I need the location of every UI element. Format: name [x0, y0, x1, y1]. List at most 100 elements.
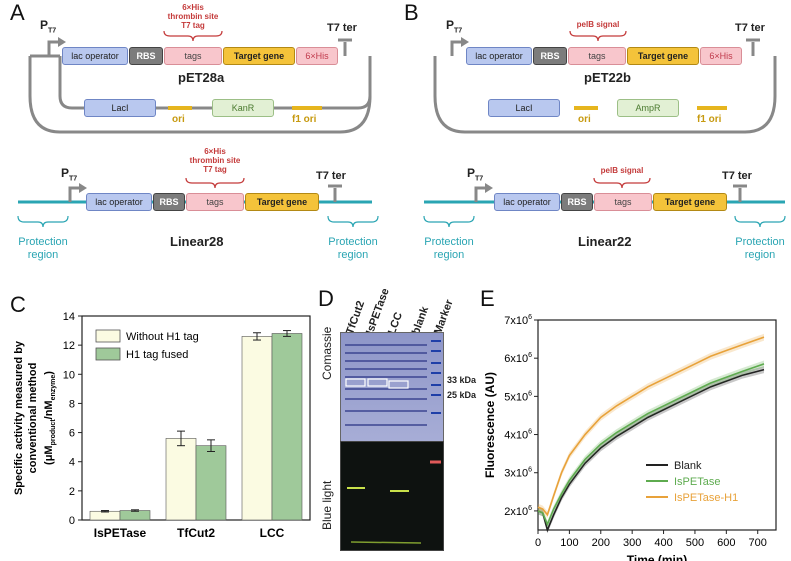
ori-bar-b [574, 106, 598, 110]
bar-chart-specific-activity: 0 2 4 6 8 10 12 14 IsPETase TfCut2 LCC Without H1 t… [13, 311, 311, 540]
protection-region-1: Protection region [18, 236, 68, 261]
kanr-a: KanR [212, 99, 274, 117]
terminator-linear28: T7 ter [316, 170, 346, 182]
chart-e-xtick-label: 0 [535, 537, 541, 549]
lac-operator-linear28: lac operator [86, 193, 152, 211]
chart-e-xlabel: Time (min) [627, 553, 687, 561]
gel-band-box-lcc [388, 380, 409, 389]
target-gene-linear28: Target gene [245, 193, 319, 211]
rbs-linear28: RBS [153, 193, 185, 211]
protection-region-3: Protection region [424, 236, 474, 261]
plasmid-name-a: pET28a [178, 70, 225, 85]
lac-operator-a: lac operator [62, 47, 128, 65]
chart-c-ytick-label: 0 [69, 515, 75, 527]
chart-c-bar [89, 510, 121, 521]
terminator-a: T7 ter [327, 22, 357, 34]
terminator-linear22: T7 ter [722, 170, 752, 182]
gel-blue-light [340, 441, 444, 551]
chart-c-ytick-label: 14 [63, 311, 75, 323]
target-gene-a: Target gene [223, 47, 295, 65]
chart-c-legend-swatch [95, 347, 121, 361]
gel-band-box-tfcut2 [345, 378, 366, 387]
chart-e-legend-label: Blank [674, 460, 702, 472]
chart-e-xtick-label: 300 [623, 537, 641, 549]
chart-e-series-band [538, 333, 764, 519]
chart-e-xtick-label: 200 [592, 537, 610, 549]
chart-e-ytick-label: 2x106 [504, 505, 532, 518]
panel-label-b: B [404, 0, 419, 25]
promoter-b: PT7 [446, 18, 463, 35]
chart-e-ytick-label: 5x106 [504, 390, 532, 403]
panel-label-a: A [10, 0, 25, 25]
chart-e-ytick-label: 3x106 [504, 467, 532, 480]
ori-bar-a [168, 106, 192, 110]
chart-e-legend-label: IsPETase [674, 476, 720, 488]
f1ori-bar-b [697, 106, 727, 110]
chart-c-bar [241, 336, 273, 521]
his-tag-b: 6×His [700, 47, 742, 65]
ori-label-a: ori [172, 114, 185, 125]
chart-c-legend-swatch [95, 329, 121, 343]
chart-c-ytick-label: 4 [69, 457, 75, 469]
f1ori-bar-a [292, 106, 322, 110]
chart-c-bar [119, 510, 151, 521]
ori-label-b: ori [578, 114, 591, 125]
chart-c-ytick-label: 12 [63, 340, 75, 352]
gel-band-box-ispetase [367, 378, 388, 387]
chart-c-ytick-label: 6 [69, 428, 75, 440]
lac-operator-linear22: lac operator [494, 193, 560, 211]
his-tag-a: 6×His [296, 47, 338, 65]
chart-e-ytick-label: 4x106 [504, 429, 532, 442]
target-gene-b: Target gene [627, 47, 699, 65]
gel-marker-33kda: 33 kDa [447, 375, 477, 385]
rbs-a: RBS [129, 47, 163, 65]
promoter-a: PT7 [40, 18, 57, 35]
protection-region-2: Protection region [328, 236, 378, 261]
chart-e-ytick-label: 7x106 [504, 314, 532, 327]
chart-e-ylabel: Fluorescence (AU) [483, 372, 497, 478]
rbs-b: RBS [533, 47, 567, 65]
rbs-linear22: RBS [561, 193, 593, 211]
ampr-b: AmpR [617, 99, 679, 117]
tags-a: tags [164, 47, 222, 65]
chart-c-bar [165, 438, 197, 521]
promoter-linear22: PT7 [467, 166, 484, 183]
chart-e-ytick-label: 6x106 [504, 352, 532, 365]
chart-c-bar [271, 333, 303, 521]
gel-comassie-bands [345, 340, 441, 426]
chart-c-ytick-label: 10 [63, 369, 75, 381]
chart-e-legend-label: IsPETase-H1 [674, 492, 738, 504]
chart-e-xtick-label: 700 [749, 537, 767, 549]
gel-label-comassie: Comassie [320, 326, 334, 380]
tags-linear22: tags [594, 193, 652, 211]
tag-label-a: 6×His thrombin site T7 tag [167, 3, 219, 30]
panel-label-d: D [318, 286, 334, 311]
chart-e-series-line [537, 336, 765, 517]
laci-b: LacI [488, 99, 560, 117]
gel-blue-light-bands [347, 460, 441, 544]
protection-region-4: Protection region [735, 236, 785, 261]
chart-c-bar [195, 445, 227, 521]
gel-lane-label: Marker [432, 298, 456, 337]
f1ori-label-a: f1 ori [292, 114, 317, 125]
terminator-b: T7 ter [735, 22, 765, 34]
chart-e-xtick-label: 400 [654, 537, 672, 549]
svg-text:(μMproduct/nMenzyme): (μMproduct/nMenzyme) [43, 371, 57, 465]
panel-label-e: E [480, 286, 495, 311]
svg-text:conventional method: conventional method [27, 363, 39, 474]
target-gene-linear22: Target gene [653, 193, 727, 211]
chart-c-ytick-label: 8 [69, 398, 75, 410]
svg-text:Specific activity measured by: Specific activity measured by [13, 340, 25, 495]
chart-c-category-label: IsPETase [94, 526, 147, 540]
chart-e-xtick-label: 100 [560, 537, 578, 549]
line-chart-fluorescence: 0 100 200 300 400 500 600 700 2x106 3x106 4x106 5x1… [483, 314, 777, 561]
pelb-label-b: pelB signal [576, 20, 620, 29]
construct-name-linear22: Linear22 [578, 234, 632, 249]
tags-b: tags [568, 47, 626, 65]
chart-e-xtick-label: 600 [717, 537, 735, 549]
chart-e-xtick-label: 500 [686, 537, 704, 549]
f1ori-label-b: f1 ori [697, 114, 722, 125]
gel-label-blue-light: Blue light [320, 480, 334, 530]
chart-c-category-label: LCC [260, 526, 285, 540]
gel-marker-25kda: 25 kDa [447, 390, 477, 400]
